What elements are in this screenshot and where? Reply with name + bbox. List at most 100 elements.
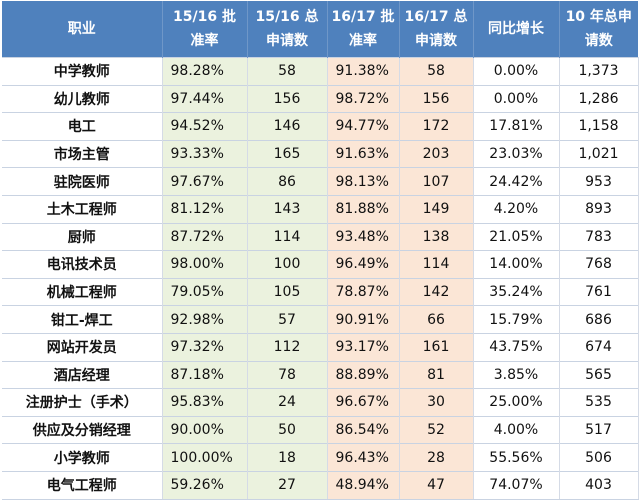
occupation-cell: 幼儿教师 [2,84,163,113]
rate-1617-cell: 94.77% [327,112,400,141]
rate-1516-cell: 97.32% [162,332,248,362]
apps-1516-cell: 105 [247,277,328,306]
rate-1617-cell: 78.87% [327,277,400,306]
header-rate-1516: 15/16 批 准率 [162,1,248,58]
header-apps-1516: 15/16 总申请数 [247,1,328,58]
apps-1617-cell: 149 [399,194,474,224]
rate-1617-cell: 96.67% [327,388,400,417]
yoy-growth-cell: 21.05% [473,222,560,251]
table-row: 机械工程师 79.05% 105 78.87% 142 35.24% 761 [2,277,639,306]
apps-10yr-cell: 953 [559,167,639,196]
rate-1617-cell: 93.48% [327,222,400,251]
apps-10yr-cell: 1,373 [559,57,639,86]
occupation-cell: 中学教师 [2,57,163,86]
apps-10yr-cell: 1,021 [559,139,639,168]
rate-1516-cell: 87.72% [162,222,248,251]
yoy-growth-cell: 25.00% [473,388,560,417]
apps-1617-cell: 203 [399,139,474,168]
header-rate-1617: 16/17 批准率 [327,1,400,58]
yoy-growth-cell: 55.56% [473,443,560,472]
rate-1617-cell: 93.17% [327,332,400,362]
apps-1516-cell: 156 [247,84,328,113]
yoy-growth-cell: 43.75% [473,332,560,362]
rate-1516-cell: 100.00% [162,443,248,472]
apps-1516-cell: 112 [247,332,328,362]
header-apps-10yr: 10 年总申 请数 [559,1,638,58]
apps-10yr-cell: 893 [559,194,639,224]
occupation-cell: 小学教师 [2,443,163,472]
apps-1617-cell: 172 [399,112,474,141]
occupation-cell: 土木工程师 [2,194,163,224]
apps-1516-cell: 78 [247,360,328,389]
apps-1617-cell: 114 [399,250,474,279]
apps-10yr-cell: 517 [559,415,639,444]
header-row: 职业 15/16 批 准率 15/16 总申请数 16/17 批准率 16/17… [2,1,638,58]
rate-1516-cell: 90.00% [162,415,248,444]
table-row: 中学教师 98.28% 58 91.38% 58 0.00% 1,373 [2,57,639,86]
rate-1516-cell: 97.67% [162,167,248,196]
rate-1516-cell: 98.00% [162,250,248,279]
occupation-cell: 厨师 [2,222,163,251]
rate-1617-cell: 98.13% [327,167,400,196]
apps-1516-cell: 24 [247,388,328,417]
apps-1617-cell: 30 [399,388,474,417]
apps-10yr-cell: 535 [559,388,639,417]
apps-1617-cell: 81 [399,360,474,389]
apps-1617-cell: 47 [399,470,474,500]
apps-1516-cell: 18 [247,443,328,472]
occupation-cell: 电气工程师 [2,470,163,500]
apps-1516-cell: 27 [247,470,328,500]
table-row: 厨师 87.72% 114 93.48% 138 21.05% 783 [2,222,639,251]
rate-1617-cell: 96.43% [327,443,400,472]
rate-1516-cell: 95.83% [162,388,248,417]
apps-10yr-cell: 565 [559,360,639,389]
yoy-growth-cell: 14.00% [473,250,560,279]
yoy-growth-cell: 35.24% [473,277,560,306]
apps-1617-cell: 52 [399,415,474,444]
table-body: 中学教师 98.28% 58 91.38% 58 0.00% 1,373 幼儿教师 97.44%… [2,57,639,500]
table-row: 供应及分销经理 90.00% 50 86.54% 52 4.00% 517 [2,415,639,444]
rate-1617-cell: 88.89% [327,360,400,389]
apps-1516-cell: 86 [247,167,328,196]
rate-1617-cell: 91.38% [327,57,400,86]
apps-1617-cell: 156 [399,84,474,113]
apps-1617-cell: 142 [399,277,474,306]
table-row: 小学教师 100.00% 18 96.43% 28 55.56% 506 [2,443,639,472]
apps-10yr-cell: 768 [559,250,639,279]
table-row: 电工 94.52% 146 94.77% 172 17.81% 1,158 [2,112,639,141]
occupation-cell: 钳工-焊工 [2,305,163,334]
rate-1516-cell: 93.33% [162,139,248,168]
apps-1516-cell: 57 [247,305,328,334]
yoy-growth-cell: 17.81% [473,112,560,141]
header-occupation: 职业 [2,1,163,58]
apps-10yr-cell: 1,286 [559,84,639,113]
occupation-cell: 电讯技术员 [2,250,163,279]
rate-1516-cell: 79.05% [162,277,248,306]
rate-1617-cell: 90.91% [327,305,400,334]
apps-1617-cell: 66 [399,305,474,334]
apps-10yr-cell: 686 [559,305,639,334]
table-row: 幼儿教师 97.44% 156 98.72% 156 0.00% 1,286 [2,84,639,113]
apps-10yr-cell: 783 [559,222,639,251]
apps-1617-cell: 138 [399,222,474,251]
yoy-growth-cell: 74.07% [473,470,560,500]
occupation-cell: 机械工程师 [2,277,163,306]
apps-1617-cell: 107 [399,167,474,196]
yoy-growth-cell: 0.00% [473,84,560,113]
apps-10yr-cell: 674 [559,332,639,362]
apps-1516-cell: 50 [247,415,328,444]
apps-1516-cell: 165 [247,139,328,168]
table-row: 注册护士（手术） 95.83% 24 96.67% 30 25.00% 535 [2,388,639,417]
table-row: 土木工程师 81.12% 143 81.88% 149 4.20% 893 [2,194,639,224]
occupation-cell: 注册护士（手术） [2,388,163,417]
table-row: 驻院医师 97.67% 86 98.13% 107 24.42% 953 [2,167,639,196]
rate-1516-cell: 98.28% [162,57,248,86]
apps-1516-cell: 58 [247,57,328,86]
yoy-growth-cell: 15.79% [473,305,560,334]
apps-10yr-cell: 761 [559,277,639,306]
apps-1617-cell: 58 [399,57,474,86]
apps-10yr-cell: 506 [559,443,639,472]
table-row: 电讯技术员 98.00% 100 96.49% 114 14.00% 768 [2,250,639,279]
table-header: 职业 15/16 批 准率 15/16 总申请数 16/17 批准率 16/17… [2,1,638,58]
